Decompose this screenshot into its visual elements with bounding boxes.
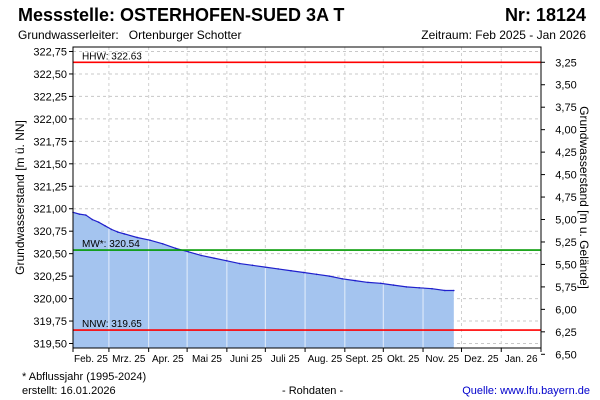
aquifer-value: Ortenburger Schotter [128,28,242,42]
data-point [149,239,151,241]
xtick-label: Juni 25 [230,354,263,365]
footnote-abflussjahr: * Abflussjahr (1995-2024) [22,371,147,383]
data-point [290,269,292,272]
ytick-label-left: 321,00 [33,204,67,216]
data-point [85,214,87,216]
ytick-label-right: 6,50 [555,349,576,361]
raw-data-label: - Rohdaten - [282,385,344,397]
data-point [226,260,228,262]
ytick-label-left: 319,75 [33,316,67,328]
data-point [251,264,254,267]
y-axis-title-left: Grundwasserstand [m ü. NN] [13,120,27,275]
data-point [200,254,203,257]
ytick-label-left: 322,00 [33,114,67,126]
data-point [213,257,215,259]
station-number: Nr: 18124 [504,5,586,25]
xtick-label: Dez. 25 [464,354,499,365]
data-point [367,281,369,284]
ytick-label-left: 320,00 [33,294,67,306]
xtick-label: Sept. 25 [345,354,383,365]
xtick-label: Mai 25 [192,354,222,365]
xtick-label: Jan. 26 [505,354,538,365]
ytick-label-right: 4,25 [555,147,576,159]
data-point [302,271,305,274]
data-point [264,266,267,268]
data-point [136,236,138,239]
aquifer-label: Grundwasserleiter: [18,28,119,42]
data-point [354,279,356,282]
ytick-label-left: 320,75 [33,226,67,238]
ytick-label-left: 319,50 [33,339,67,351]
ytick-label-left: 321,50 [33,159,67,171]
ytick-label-left: 321,75 [33,136,67,148]
ytick-label-right: 3,25 [555,57,576,69]
data-point [453,289,455,292]
xtick-label: Nov. 25 [425,354,459,365]
data-point [328,275,331,277]
ytick-label-left: 321,25 [33,181,67,193]
data-point [418,287,420,289]
ytick-label-right: 6,25 [555,327,576,339]
ytick-label-left: 320,50 [33,249,67,261]
ytick-label-left: 322,50 [33,69,67,81]
page-title: Messstelle: OSTERHOFEN-SUED 3A T [18,5,345,25]
period-label: Zeitraum: Feb 2025 - Jan 2026 [421,28,586,42]
ytick-label-right: 4,00 [555,125,576,137]
xtick-label: Aug. 25 [308,354,343,365]
source-link[interactable]: Quelle: www.lfu.bayern.de [462,385,590,397]
ytick-label-right: 5,75 [555,282,576,294]
data-point [431,287,433,290]
ytick-label-right: 6,00 [555,304,576,316]
ytick-label-right: 5,50 [555,259,576,271]
ytick-label-left: 322,75 [33,46,67,58]
ytick-label-left: 320,25 [33,271,67,283]
data-point [444,289,446,292]
plot-frame [72,46,542,349]
reference-label: HHW: 322.63 [82,51,142,62]
data-point [341,278,344,280]
data-point [117,231,119,233]
ytick-label-right: 4,75 [555,192,576,204]
reference-label: MW*: 320.54 [82,239,140,250]
data-point [161,242,164,245]
xtick-label: Okt. 25 [387,354,420,365]
y-axis-title-right: Grundwasserstand [m u. Gelände] [577,106,591,289]
data-point [104,225,106,227]
created-date: erstellt: 16.01.2026 [22,385,116,397]
data-point [277,268,279,270]
data-point [392,284,395,286]
ytick-label-right: 4,50 [555,170,576,182]
data-point [379,282,382,285]
data-point [405,286,408,288]
data-point [110,228,113,231]
data-point [174,247,177,250]
data-point [187,251,190,253]
data-point [91,218,94,221]
ytick-label-left: 322,25 [33,91,67,103]
data-point [97,221,100,224]
reference-label: NNW: 319.65 [82,319,142,330]
ytick-label-right: 3,50 [555,80,576,92]
xtick-label: Feb. 25 [74,354,108,365]
aquifer-info: Grundwasserleiter: Ortenburger Schotter [18,28,241,42]
ytick-label-right: 5,00 [555,215,576,227]
ytick-label-right: 5,25 [555,237,576,249]
data-point [78,213,81,215]
data-point [315,273,318,276]
xtick-label: Mrz. 25 [112,354,146,365]
xtick-label: Apr. 25 [152,354,184,365]
ytick-label-right: 3,75 [555,102,576,114]
xtick-label: Juli 25 [271,354,300,365]
data-point [238,262,241,265]
data-point [123,233,126,235]
